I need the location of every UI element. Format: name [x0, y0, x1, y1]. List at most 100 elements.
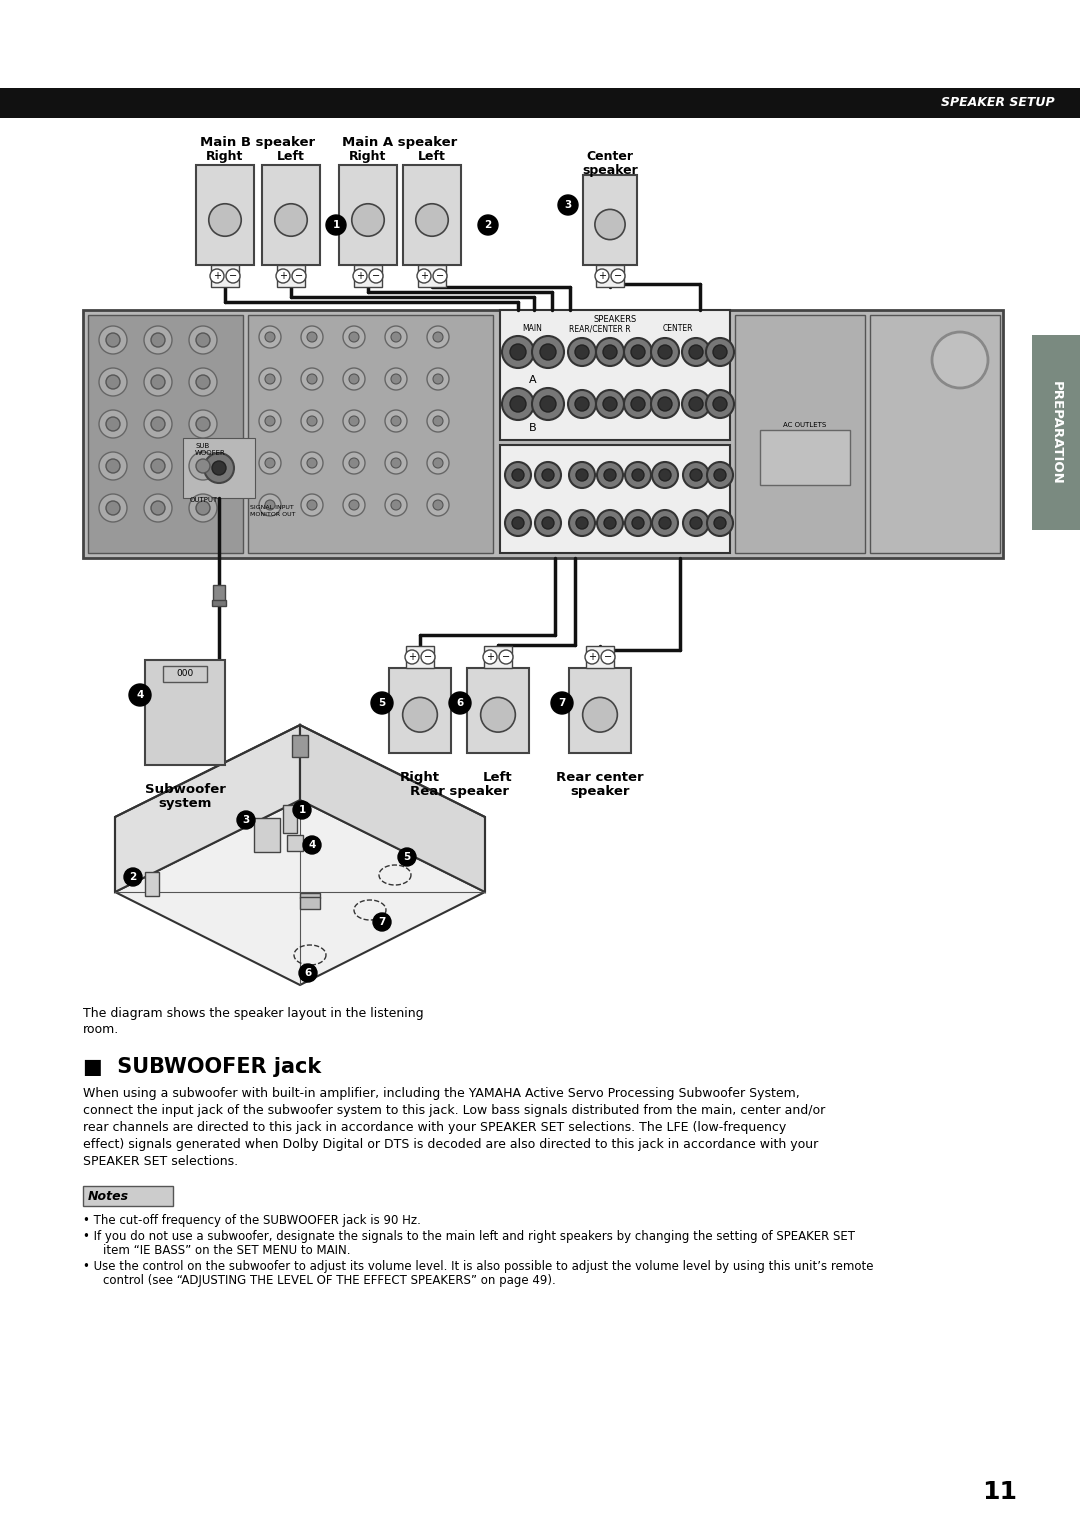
Circle shape — [658, 397, 672, 411]
Text: B: B — [529, 423, 537, 432]
Text: +: + — [598, 270, 606, 281]
Circle shape — [706, 338, 734, 367]
Circle shape — [237, 811, 255, 830]
Bar — [195, 165, 254, 264]
Text: 1: 1 — [333, 220, 339, 231]
Circle shape — [707, 461, 733, 487]
Circle shape — [535, 461, 561, 487]
Circle shape — [307, 374, 318, 384]
Circle shape — [551, 692, 573, 714]
Circle shape — [659, 469, 671, 481]
Circle shape — [632, 469, 644, 481]
Circle shape — [433, 332, 443, 342]
Bar — [83, 310, 1003, 558]
Circle shape — [189, 494, 217, 523]
Bar — [254, 817, 280, 853]
Bar — [145, 872, 159, 895]
Bar — [213, 585, 225, 604]
Circle shape — [499, 649, 513, 665]
Circle shape — [604, 469, 616, 481]
Circle shape — [597, 461, 623, 487]
Text: 1: 1 — [298, 805, 306, 814]
Circle shape — [343, 368, 365, 390]
Bar — [183, 439, 255, 498]
Polygon shape — [300, 724, 485, 892]
Circle shape — [391, 416, 401, 426]
Circle shape — [427, 410, 449, 432]
Bar — [586, 646, 615, 668]
Circle shape — [301, 410, 323, 432]
Text: When using a subwoofer with built-in amplifier, including the YAMAHA Active Serv: When using a subwoofer with built-in amp… — [83, 1086, 800, 1100]
Text: Main A speaker: Main A speaker — [342, 136, 458, 150]
Circle shape — [99, 452, 127, 480]
Circle shape — [195, 501, 210, 515]
Circle shape — [558, 196, 578, 215]
Circle shape — [481, 697, 515, 732]
Text: +: + — [356, 270, 364, 281]
Circle shape — [632, 516, 644, 529]
Circle shape — [575, 345, 589, 359]
Circle shape — [582, 697, 618, 732]
Circle shape — [540, 344, 556, 361]
Circle shape — [433, 374, 443, 384]
Text: 5: 5 — [378, 698, 386, 707]
Bar — [389, 668, 451, 753]
Circle shape — [144, 410, 172, 439]
Circle shape — [421, 649, 435, 665]
Circle shape — [596, 338, 624, 367]
Bar — [467, 668, 529, 753]
Circle shape — [417, 269, 431, 283]
Circle shape — [259, 410, 281, 432]
Circle shape — [189, 410, 217, 439]
Circle shape — [714, 516, 726, 529]
Circle shape — [99, 325, 127, 354]
Circle shape — [106, 417, 120, 431]
Circle shape — [512, 469, 524, 481]
Circle shape — [585, 649, 599, 665]
Text: PREPARATION: PREPARATION — [1050, 380, 1063, 484]
Text: SPEAKERS: SPEAKERS — [593, 315, 636, 324]
Text: Right: Right — [400, 772, 440, 784]
Text: Left: Left — [278, 150, 305, 163]
Bar — [248, 315, 492, 553]
Circle shape — [352, 203, 384, 237]
Circle shape — [690, 469, 702, 481]
Circle shape — [189, 368, 217, 396]
Text: item “IE BASS” on the SET MENU to MAIN.: item “IE BASS” on the SET MENU to MAIN. — [103, 1244, 351, 1258]
Circle shape — [502, 388, 534, 420]
Circle shape — [195, 458, 210, 474]
Circle shape — [540, 396, 556, 413]
Text: SPEAKER SET selections.: SPEAKER SET selections. — [83, 1155, 238, 1167]
Circle shape — [307, 416, 318, 426]
Circle shape — [689, 345, 703, 359]
Text: Subwoofer: Subwoofer — [145, 782, 226, 796]
Circle shape — [307, 332, 318, 342]
Circle shape — [106, 458, 120, 474]
Text: +: + — [213, 270, 221, 281]
Circle shape — [99, 494, 127, 523]
Circle shape — [433, 458, 443, 468]
Circle shape — [307, 500, 318, 510]
Circle shape — [195, 417, 210, 431]
Circle shape — [631, 397, 645, 411]
Circle shape — [611, 269, 625, 283]
Circle shape — [595, 269, 609, 283]
Circle shape — [144, 494, 172, 523]
Circle shape — [99, 368, 127, 396]
Text: 7: 7 — [558, 698, 566, 707]
Bar — [870, 315, 1000, 553]
Bar — [283, 805, 297, 833]
Circle shape — [124, 868, 141, 886]
Circle shape — [384, 452, 407, 474]
Bar — [83, 1186, 173, 1206]
Circle shape — [189, 325, 217, 354]
Circle shape — [416, 203, 448, 237]
Circle shape — [151, 333, 165, 347]
Text: 3: 3 — [565, 200, 571, 209]
Text: CENTER: CENTER — [663, 324, 693, 333]
Circle shape — [706, 390, 734, 419]
Circle shape — [292, 269, 306, 283]
Bar — [211, 264, 239, 287]
Text: Rear center: Rear center — [556, 772, 644, 784]
Circle shape — [483, 649, 497, 665]
